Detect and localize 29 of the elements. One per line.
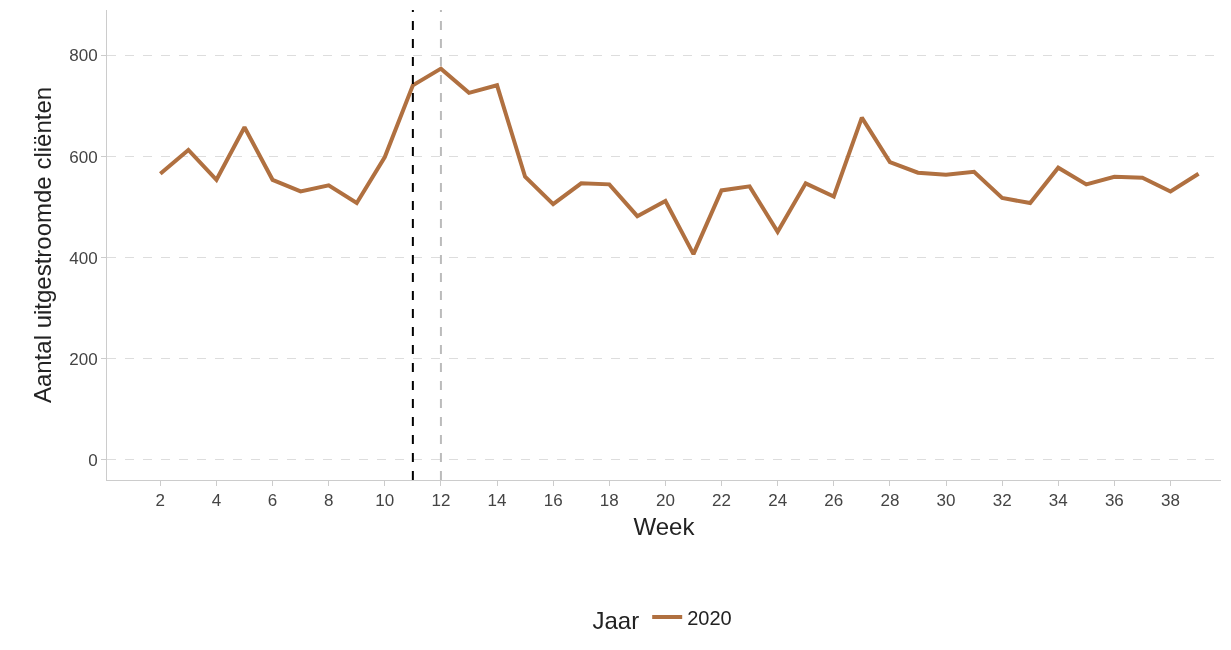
x-tick-label: 16 [543, 491, 563, 511]
y-tick-label: 600 [69, 147, 98, 167]
x-tick-label: 8 [323, 491, 334, 511]
x-tick-label: 22 [712, 491, 731, 511]
x-tick-label: 10 [375, 491, 395, 511]
x-tick-label: 30 [936, 491, 956, 511]
x-tick-label: 18 [599, 491, 619, 511]
y-tick-label: 400 [69, 248, 98, 268]
x-tick-label: 4 [211, 491, 222, 511]
x-tick-label: 14 [487, 491, 507, 511]
y-tick-label: 200 [69, 349, 98, 369]
x-tick-label: 12 [431, 491, 451, 511]
legend-title: Jaar [592, 606, 640, 634]
y-tick-label: 800 [69, 46, 98, 66]
x-tick-label: 36 [1104, 491, 1124, 511]
x-tick-label: 24 [768, 491, 788, 511]
line-series [158, 66, 1201, 257]
x-tick-label: 34 [1048, 491, 1068, 511]
y-tick-label: 0 [88, 450, 98, 470]
x-tick-label: 2 [155, 491, 166, 511]
x-axis-title: Week [633, 512, 696, 540]
x-tick-label: 26 [824, 491, 844, 511]
legend-label: 2020 [687, 606, 732, 629]
x-tick-label: 28 [880, 491, 900, 511]
x-tick-label: 6 [267, 491, 278, 511]
x-tick-label: 38 [1161, 491, 1180, 511]
y-axis-title: Aantal uitgestroomde cliënten [29, 86, 57, 404]
x-tick-label: 20 [655, 491, 675, 511]
x-tick-label: 32 [992, 491, 1012, 511]
